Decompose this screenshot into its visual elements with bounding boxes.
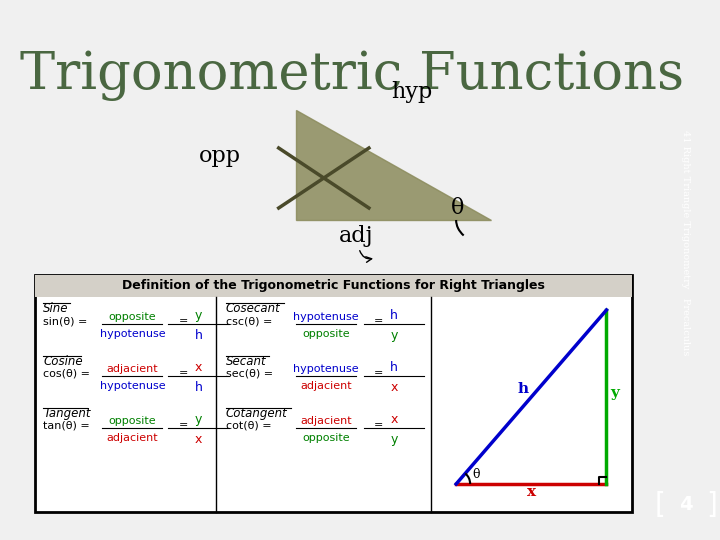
Text: adjacient: adjacient: [300, 381, 351, 391]
Text: csc(θ) =: csc(θ) =: [225, 316, 272, 326]
Text: h: h: [517, 382, 528, 396]
Text: Cosine: Cosine: [43, 355, 83, 368]
Text: Cosecant: Cosecant: [225, 302, 280, 315]
Text: θ: θ: [472, 468, 480, 481]
Text: adj: adj: [338, 225, 373, 247]
Text: ]: ]: [706, 491, 717, 519]
Text: opposite: opposite: [109, 312, 156, 322]
Text: y: y: [611, 386, 619, 400]
Text: Definition of the Trigonometric Functions for Right Triangles: Definition of the Trigonometric Function…: [122, 280, 545, 293]
Text: y: y: [390, 433, 397, 446]
Text: hypotenuse: hypotenuse: [99, 381, 165, 391]
Text: 41 Right Triangle Trigonometry   Precalculus: 41 Right Triangle Trigonometry Precalcul…: [681, 130, 690, 356]
Text: =: =: [374, 368, 383, 378]
Text: =: =: [179, 420, 188, 430]
Text: sec(θ) =: sec(θ) =: [225, 368, 273, 378]
Text: θ: θ: [451, 197, 464, 219]
Text: hypotenuse: hypotenuse: [293, 364, 359, 374]
Text: tan(θ) =: tan(θ) =: [43, 420, 90, 430]
Text: =: =: [374, 316, 383, 326]
Text: opposite: opposite: [302, 433, 350, 443]
Text: opposite: opposite: [109, 416, 156, 426]
Text: x: x: [390, 381, 397, 394]
Text: adjacient: adjacient: [107, 364, 158, 374]
Text: Sine: Sine: [43, 302, 68, 315]
Text: 4: 4: [679, 495, 693, 515]
Text: =: =: [179, 316, 188, 326]
Text: =: =: [374, 420, 383, 430]
Text: h: h: [390, 309, 398, 322]
Text: h: h: [390, 361, 398, 374]
Text: y: y: [195, 413, 202, 426]
Text: y: y: [195, 309, 202, 322]
Text: h: h: [194, 381, 202, 394]
Bar: [35, 275, 631, 512]
Text: opposite: opposite: [302, 329, 350, 339]
Text: hyp: hyp: [391, 81, 432, 103]
Text: h: h: [194, 329, 202, 342]
Text: x: x: [527, 485, 536, 499]
Polygon shape: [296, 110, 491, 220]
Text: adjacient: adjacient: [107, 433, 158, 443]
Text: opp: opp: [199, 145, 240, 167]
Text: Cotangent: Cotangent: [225, 407, 287, 420]
Text: x: x: [390, 413, 397, 426]
Text: adjacient: adjacient: [300, 416, 351, 426]
Text: y: y: [390, 329, 397, 342]
Text: Trigonometric Functions: Trigonometric Functions: [20, 50, 684, 101]
Bar: [35, 275, 631, 297]
Text: x: x: [195, 361, 202, 374]
Text: =: =: [179, 368, 188, 378]
Text: hypotenuse: hypotenuse: [99, 329, 165, 339]
Text: hypotenuse: hypotenuse: [293, 312, 359, 322]
Text: Tangent: Tangent: [43, 407, 91, 420]
Text: Secant: Secant: [225, 355, 266, 368]
Text: cos(θ) =: cos(θ) =: [43, 368, 90, 378]
Text: sin(θ) =: sin(θ) =: [43, 316, 88, 326]
Text: x: x: [195, 433, 202, 446]
Text: cot(θ) =: cot(θ) =: [225, 420, 271, 430]
Text: [: [: [654, 491, 665, 519]
